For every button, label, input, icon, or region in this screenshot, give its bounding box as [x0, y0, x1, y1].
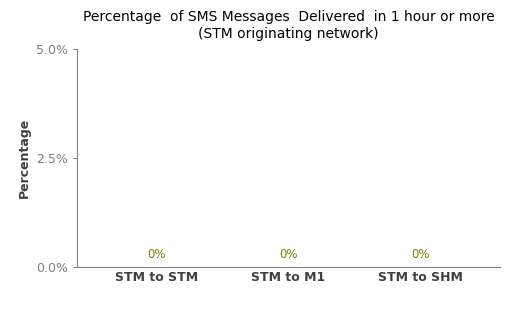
Text: 0%: 0%: [279, 248, 298, 261]
Y-axis label: Percentage: Percentage: [18, 118, 31, 198]
Title: Percentage  of SMS Messages  Delivered  in 1 hour or more
(STM originating netwo: Percentage of SMS Messages Delivered in …: [82, 10, 494, 41]
Text: 0%: 0%: [147, 248, 166, 261]
Text: 0%: 0%: [411, 248, 430, 261]
